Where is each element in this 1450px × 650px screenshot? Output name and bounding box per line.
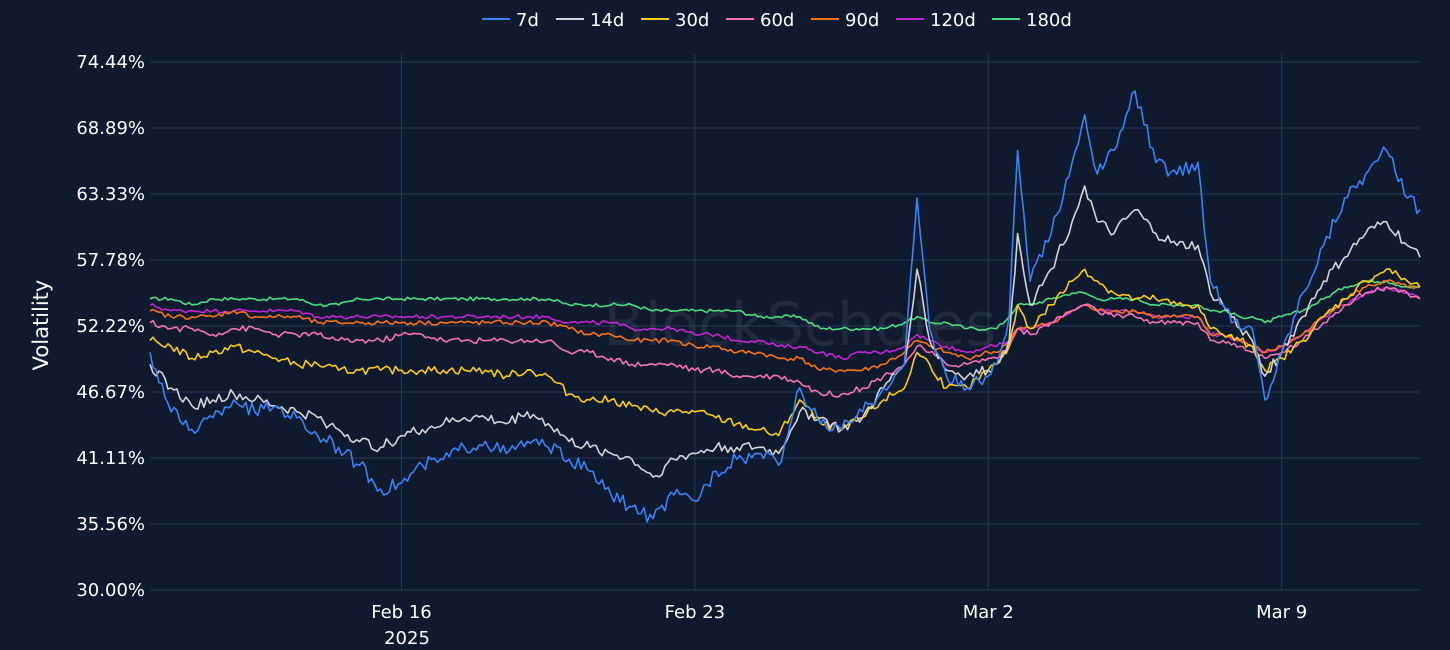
legend-label: 7d <box>516 10 539 31</box>
legend-item-7d[interactable]: 7d <box>482 10 539 31</box>
legend-label: 60d <box>760 10 794 31</box>
x-tick-label: Mar 9 <box>1256 602 1307 623</box>
legend-label: 120d <box>930 10 976 31</box>
x-tick-label: Feb 16 <box>371 602 432 623</box>
legend-item-14d[interactable]: 14d <box>556 10 624 31</box>
y-tick-label: 68.89% <box>76 118 145 139</box>
series-line-60d <box>149 286 1421 398</box>
series-line-90d <box>149 279 1421 373</box>
y-tick-label: 57.78% <box>76 250 145 271</box>
series-lines <box>149 90 1421 523</box>
legend-label: 180d <box>1026 10 1072 31</box>
y-axis-ticks: 30.00% 35.56% 41.11% 46.67% 52.22% 57.78% 63.3… <box>76 52 145 601</box>
watermark-text: BlockScholes <box>604 290 997 360</box>
y-axis-title: Volatility <box>29 280 53 371</box>
y-tick-label: 63.33% <box>76 184 145 205</box>
legend-label: 14d <box>590 10 624 31</box>
series-line-7d <box>149 90 1421 523</box>
y-tick-label: 35.56% <box>76 514 145 535</box>
legend-label: 90d <box>845 10 879 31</box>
x-axis-year-label: 2025 <box>384 628 430 649</box>
legend-label: 30d <box>675 10 709 31</box>
series-line-120d <box>149 286 1421 361</box>
legend-item-120d[interactable]: 120d <box>896 10 976 31</box>
legend-item-90d[interactable]: 90d <box>811 10 879 31</box>
legend-item-60d[interactable]: 60d <box>726 10 794 31</box>
x-tick-label: Feb 23 <box>665 602 726 623</box>
series-line-180d <box>149 278 1421 332</box>
legend-item-30d[interactable]: 30d <box>641 10 709 31</box>
y-tick-label: 52.22% <box>76 316 145 337</box>
y-tick-label: 30.00% <box>76 580 145 601</box>
series-line-30d <box>149 268 1421 437</box>
y-tick-label: 74.44% <box>76 52 145 73</box>
y-tick-label: 41.11% <box>76 448 145 469</box>
x-tick-label: Mar 2 <box>963 602 1014 623</box>
y-tick-label: 46.67% <box>76 382 145 403</box>
x-axis-ticks: Feb 16 Feb 23 Mar 2 Mar 9 <box>371 602 1307 623</box>
legend-item-180d[interactable]: 180d <box>992 10 1072 31</box>
legend: 7d 14d 30d 60d 90d 120d 180d <box>482 10 1072 31</box>
